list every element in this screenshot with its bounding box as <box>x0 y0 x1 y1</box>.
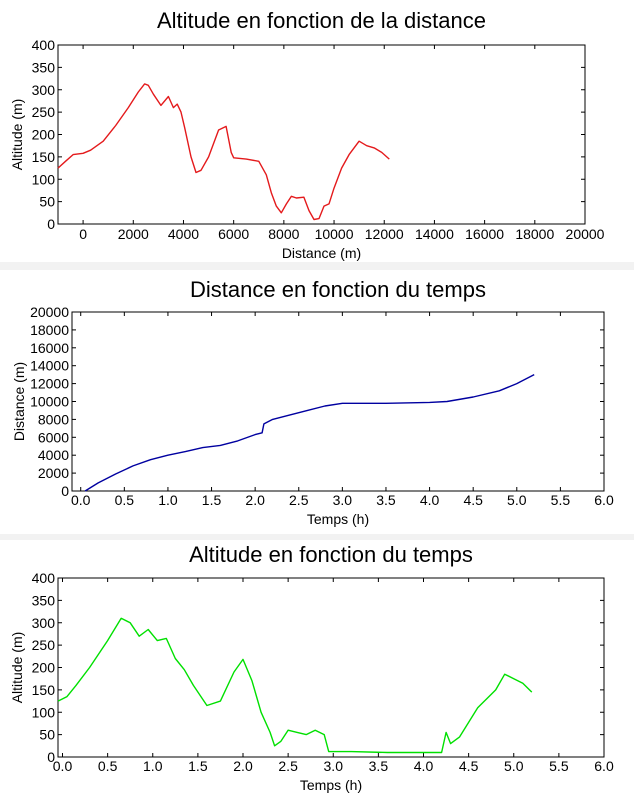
x-tick-label: 2.0 <box>245 492 265 508</box>
chart-panel-distance-time: Distance en fonction du temps 0.0 0.5 1.0 1.… <box>0 270 634 534</box>
x-tick-label: 20000 <box>566 226 605 242</box>
x-tick-label: 10000 <box>315 226 354 242</box>
x-tick-label: 5.5 <box>549 758 569 774</box>
plot-area <box>57 577 605 758</box>
y-tick-label: 400 <box>32 37 56 53</box>
chart-title: Altitude en fonction de la distance <box>157 8 486 33</box>
x-tick-label: 0.5 <box>98 758 118 774</box>
y-tick-label: 18000 <box>30 322 69 338</box>
x-tick-label: 6.0 <box>594 492 614 508</box>
y-tick-label: 200 <box>32 127 56 143</box>
chart-distance-vs-time: Distance en fonction du temps 0.0 0.5 1.0 1.… <box>11 277 614 527</box>
y-tick-label: 8000 <box>38 411 69 427</box>
x-tick-label: 1.5 <box>188 758 208 774</box>
x-tick-label: 4.5 <box>459 758 479 774</box>
x-tick-label: 6.0 <box>594 758 614 774</box>
y-tick-label: 14000 <box>30 358 69 374</box>
x-tick-label: 0.5 <box>115 492 135 508</box>
y-tick-label: 150 <box>32 149 56 165</box>
x-tick-label: 4.0 <box>420 492 440 508</box>
y-tick-label: 16000 <box>30 340 69 356</box>
y-tick-label: 0 <box>47 216 55 232</box>
y-tick-label: 50 <box>39 727 55 743</box>
x-tick-label: 3.0 <box>324 758 344 774</box>
x-tick-label: 1.0 <box>143 758 163 774</box>
y-axis-label: Distance (m) <box>11 362 27 441</box>
x-tick-label: 0.0 <box>53 758 73 774</box>
y-tick-label: 20000 <box>30 304 69 320</box>
x-tick-label: 12000 <box>365 226 404 242</box>
x-tick-label: 18000 <box>515 226 554 242</box>
y-tick-label: 200 <box>32 660 56 676</box>
y-axis-label: Altitude (m) <box>9 632 25 704</box>
x-tick-label: 2000 <box>118 226 149 242</box>
y-tick-label: 50 <box>39 194 55 210</box>
x-tick-label: 4.0 <box>414 758 434 774</box>
y-tick-label: 0 <box>61 483 69 499</box>
y-tick-label: 350 <box>32 59 56 75</box>
plot-area <box>57 44 586 225</box>
x-tick-label: 5.0 <box>507 492 527 508</box>
chart-title: Altitude en fonction du temps <box>189 542 473 567</box>
y-tick-label: 0 <box>47 749 55 765</box>
x-tick-label: 3.5 <box>376 492 396 508</box>
x-tick-label: 14000 <box>415 226 454 242</box>
y-tick-label: 400 <box>32 570 56 586</box>
y-axis-label: Altitude (m) <box>9 99 25 171</box>
x-tick-label: 0 <box>79 226 87 242</box>
x-tick-label: 2.5 <box>278 758 298 774</box>
x-tick-label: 8000 <box>268 226 299 242</box>
series-line <box>57 617 533 754</box>
x-tick-label: 3.5 <box>369 758 389 774</box>
y-tick-label: 300 <box>32 82 56 98</box>
chart-panel-altitude-time: Altitude en fonction du temps 0.0 0.5 1.0 1.… <box>0 540 634 800</box>
y-tick-label: 4000 <box>38 447 69 463</box>
chart-title: Distance en fonction du temps <box>190 277 486 302</box>
plot-area <box>71 311 605 492</box>
chart-panel-altitude-distance: Altitude en fonction de la distance 0 2000… <box>0 0 634 262</box>
x-tick-label: 1.0 <box>158 492 178 508</box>
x-tick-label: 16000 <box>465 226 504 242</box>
x-tick-label: 6000 <box>218 226 249 242</box>
x-tick-label: 1.5 <box>202 492 222 508</box>
y-tick-label: 100 <box>32 171 56 187</box>
y-tick-label: 250 <box>32 637 56 653</box>
y-tick-label: 250 <box>32 104 56 120</box>
x-tick-label: 5.0 <box>504 758 524 774</box>
y-tick-label: 12000 <box>30 376 69 392</box>
chart-altitude-vs-time: Altitude en fonction du temps 0.0 0.5 1.0 1.… <box>9 542 614 793</box>
y-tick-label: 100 <box>32 704 56 720</box>
x-axis-label: Temps (h) <box>307 511 369 527</box>
x-tick-label: 0.0 <box>71 492 91 508</box>
x-tick-label: 5.5 <box>551 492 571 508</box>
series-line <box>84 373 535 492</box>
y-tick-label: 6000 <box>38 429 69 445</box>
series-line <box>57 83 390 221</box>
x-tick-label: 2.5 <box>289 492 309 508</box>
x-tick-label: 4000 <box>168 226 199 242</box>
y-tick-label: 2000 <box>38 465 69 481</box>
y-tick-label: 300 <box>32 615 56 631</box>
x-axis-label: Temps (h) <box>300 777 362 793</box>
x-axis-label: Distance (m) <box>282 245 361 261</box>
y-tick-label: 10000 <box>30 394 69 410</box>
x-tick-label: 3.0 <box>333 492 353 508</box>
y-tick-label: 350 <box>32 592 56 608</box>
y-tick-label: 150 <box>32 682 56 698</box>
x-tick-label: 2.0 <box>233 758 253 774</box>
x-tick-label: 4.5 <box>463 492 483 508</box>
